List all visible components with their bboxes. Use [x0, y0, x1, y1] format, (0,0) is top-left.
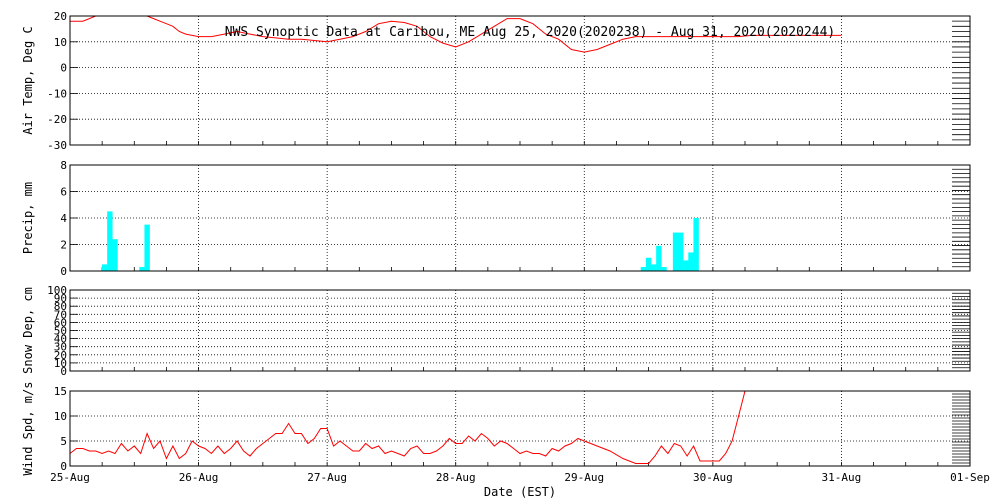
y-tick-label: 20 — [54, 10, 67, 23]
precip-bar — [107, 211, 113, 271]
y-tick-label: 0 — [60, 365, 67, 378]
y-tick-label: -30 — [47, 139, 67, 152]
precip-bar — [112, 239, 118, 271]
precip-bar — [102, 264, 108, 271]
panel-airtemp: -30 -20 -10 0 10 20 Air Temp, Deg C — [21, 10, 971, 152]
y-tick-label: 80 — [54, 300, 67, 313]
y-tick-label: 10 — [54, 410, 67, 423]
precip-bar — [672, 232, 679, 271]
precip-bar — [678, 232, 684, 271]
y-tick-label: -10 — [47, 87, 67, 100]
x-axis-ticks: 25-Aug 26-Aug 27-Aug 28-Aug 29-Aug 30-Aug 31-A… — [50, 471, 990, 484]
panel-frame — [69, 390, 971, 467]
y-axis-label: Snow Dep, cm — [21, 287, 35, 374]
panel-precip: 0 2 4 6 8 Precip, mm — [21, 159, 971, 278]
precip-bar — [688, 252, 694, 271]
panel-frame — [69, 164, 971, 272]
panel-frame — [69, 289, 971, 372]
precip-bar — [651, 264, 657, 271]
y-tick-label: 40 — [54, 333, 67, 346]
wind-series-line — [70, 391, 746, 464]
precip-bar — [645, 257, 652, 271]
y-tick-label: 10 — [54, 36, 67, 49]
y-tick-label: 5 — [60, 435, 67, 448]
x-tick-label: 30-Aug — [693, 471, 733, 484]
y-axis-label: Air Temp, Deg C — [21, 26, 35, 134]
y-tick-label: 20 — [54, 349, 67, 362]
y-axis-label: Wind Spd, m/s — [21, 382, 35, 476]
x-tick-label: 25-Aug — [50, 471, 90, 484]
y-tick-label: 15 — [54, 385, 67, 398]
y-tick-label: 30 — [54, 341, 67, 354]
precip-bar — [139, 267, 145, 271]
y-tick-label: 0 — [60, 460, 67, 473]
precip-bar — [661, 267, 667, 271]
precip-bar — [693, 218, 699, 271]
precip-bar — [640, 267, 647, 271]
y-tick-label: 0 — [60, 265, 67, 278]
y-tick-label: 6 — [60, 186, 67, 199]
y-tick-label: 70 — [54, 308, 67, 321]
precip-bar — [656, 245, 662, 271]
x-axis-label: Date (EST) — [484, 485, 556, 499]
y-tick-label: 2 — [60, 239, 67, 252]
panel-wind: 0 5 10 15 Wind Spd, m/s — [21, 382, 971, 476]
x-tick-label: 27-Aug — [307, 471, 347, 484]
y-tick-label: 100 — [47, 284, 67, 297]
airtemp-series-line — [70, 16, 842, 53]
y-tick-label: 0 — [60, 62, 67, 75]
x-tick-label: 01-Sep — [950, 471, 990, 484]
y-tick-label: -20 — [47, 113, 67, 126]
panel-frame — [69, 15, 971, 146]
y-tick-label: 50 — [54, 325, 67, 338]
y-tick-label: 90 — [54, 292, 67, 305]
y-tick-label: 4 — [60, 212, 67, 225]
precip-bar — [144, 224, 150, 271]
x-tick-label: 31-Aug — [822, 471, 862, 484]
y-tick-label: 10 — [54, 357, 67, 370]
chart-title: NWS Synoptic Data at Caribou, ME Aug 25,… — [225, 25, 835, 40]
y-axis-label: Precip, mm — [21, 182, 35, 254]
x-tick-label: 26-Aug — [179, 471, 219, 484]
y-tick-label: 8 — [60, 159, 67, 172]
y-tick-label: 60 — [54, 316, 67, 329]
precip-bar — [683, 260, 689, 271]
x-tick-label: 28-Aug — [436, 471, 476, 484]
x-tick-label: 29-Aug — [564, 471, 604, 484]
